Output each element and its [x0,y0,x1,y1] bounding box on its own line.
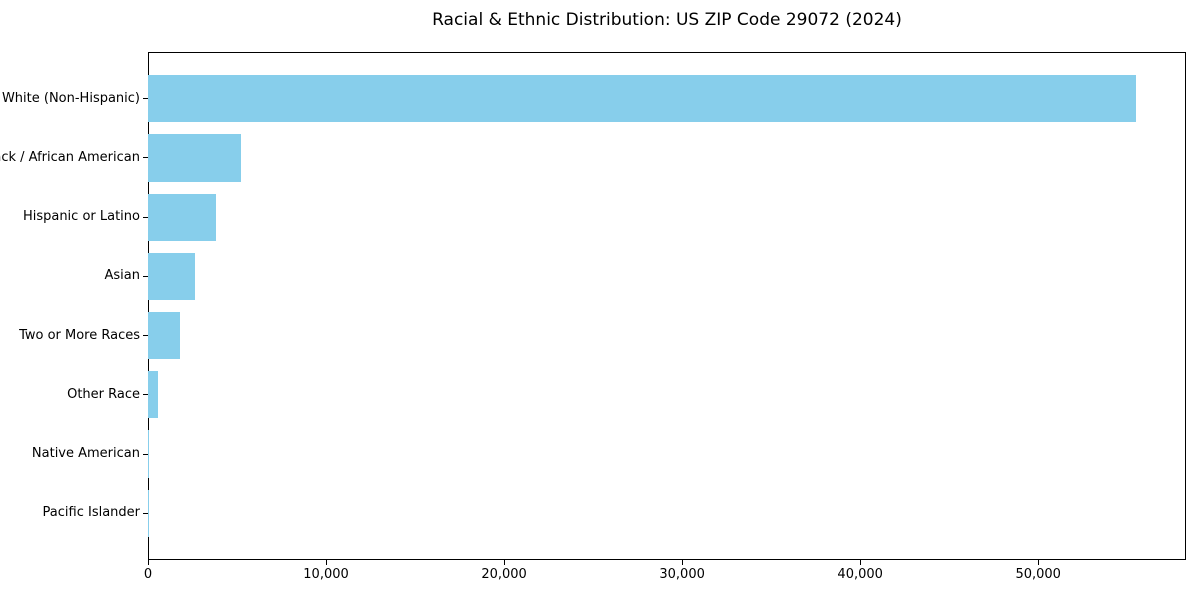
y-tick-label: Pacific Islander [42,505,140,521]
x-tick-label: 50,000 [1015,567,1061,582]
chart-title: Racial & Ethnic Distribution: US ZIP Cod… [432,10,902,30]
x-tick-mark [1037,560,1039,565]
bar-two-or-more-races [148,311,181,360]
y-tick-mark [143,335,148,337]
x-tick-label: 40,000 [837,567,883,582]
plot-area [148,52,1186,560]
x-tick-mark [681,560,683,565]
y-tick-label: Other Race [67,386,140,402]
x-tick-mark [859,560,861,565]
y-tick-label: Native American [31,446,140,462]
y-tick-label: Two or More Races [19,327,140,343]
y-tick-mark [143,157,148,159]
x-tick-mark [503,560,505,565]
y-tick-mark [143,512,148,514]
y-tick-mark [143,275,148,277]
y-tick-mark [143,216,148,218]
bar-white-non-hispanic [148,75,1137,123]
bar-hispanic-or-latino [148,193,216,241]
y-tick-mark [143,98,148,100]
y-tick-label: Hispanic or Latino [22,209,140,225]
y-tick-label: Asian [104,268,140,284]
x-tick-label: 10,000 [303,567,349,582]
x-tick-label: 0 [143,567,153,582]
bar-asian [148,252,196,301]
bar-native-american [148,430,149,478]
x-tick-label: 20,000 [481,567,527,582]
x-tick-label: 30,000 [659,567,705,582]
x-tick-mark [325,560,327,565]
y-tick-label: White (Non-Hispanic) [1,90,140,106]
bar-other-race [148,371,158,419]
y-tick-mark [143,453,148,455]
y-tick-label: Black / African American [0,149,140,165]
y-tick-mark [143,394,148,396]
bar-black-african-american [148,134,241,182]
x-tick-mark [147,560,149,565]
